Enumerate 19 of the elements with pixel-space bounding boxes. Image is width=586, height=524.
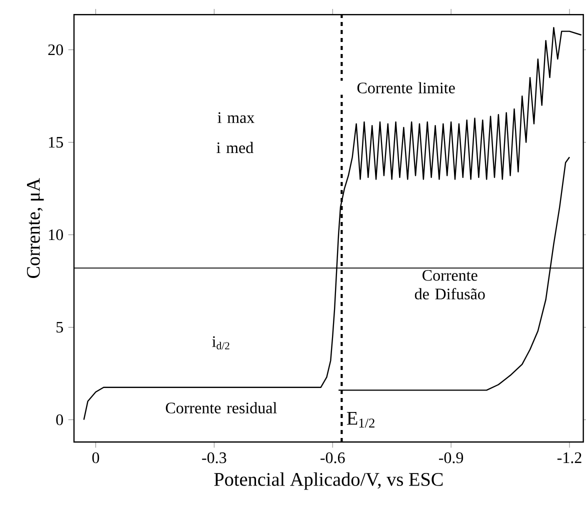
y-tick-label: 0 bbox=[56, 414, 63, 426]
x-tick-label: 0 bbox=[92, 452, 100, 464]
y-tick-label: 20 bbox=[48, 44, 63, 56]
y-tick-label: 5 bbox=[56, 322, 63, 333]
y-axis-title: Corrente, μA bbox=[26, 178, 44, 278]
annotation: Corrente limite bbox=[357, 82, 455, 94]
annotation: i med bbox=[216, 142, 254, 154]
x-axis-title: Potencial Aplicado/V, vs ESC bbox=[214, 472, 443, 490]
y-tick-label: 15 bbox=[49, 136, 63, 148]
x-tick-label: -1.2 bbox=[557, 452, 582, 464]
x-tick-label: -0.3 bbox=[202, 452, 226, 464]
annotation: i max bbox=[218, 112, 254, 124]
annotation: Corrente de Difusão bbox=[414, 270, 485, 300]
x-tick-label: -0.6 bbox=[320, 452, 345, 464]
x-tick-label: -0.9 bbox=[438, 452, 464, 464]
annotation: i$_{d/2}$ bbox=[212, 336, 230, 350]
y-tick-label: 10 bbox=[49, 229, 63, 240]
annotation: Corrente residual bbox=[166, 402, 277, 414]
ref-line-label: E$_{1/2}$ bbox=[346, 412, 374, 428]
